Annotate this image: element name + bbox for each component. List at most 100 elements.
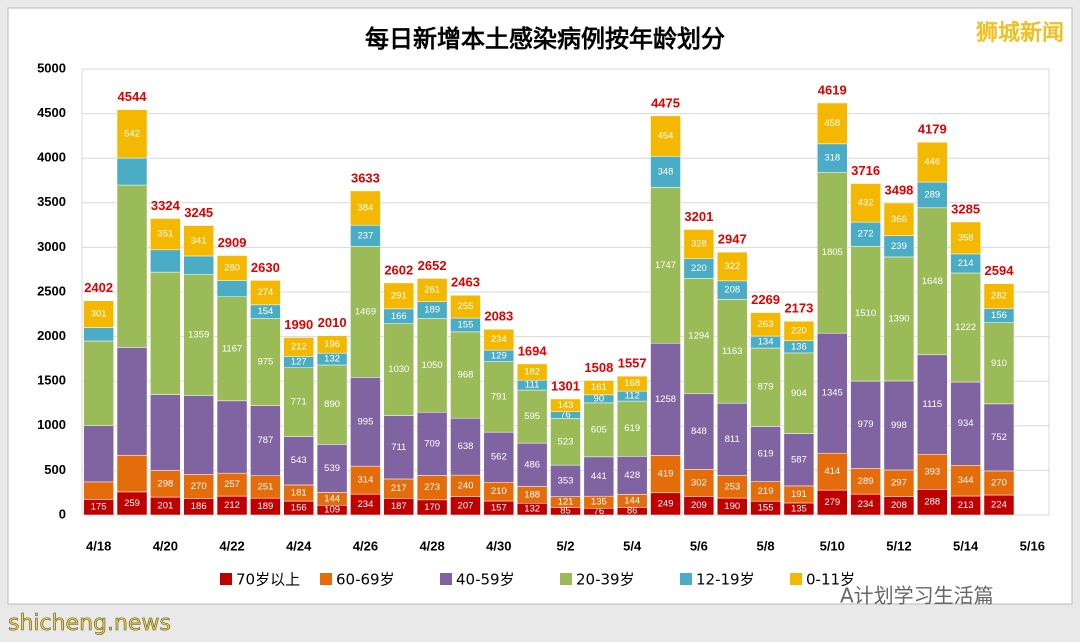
value-label: 595 — [524, 411, 540, 422]
bar-segment — [516, 363, 548, 381]
x-tick-label: 5/6 — [690, 538, 708, 553]
bar-segment — [483, 431, 515, 483]
y-tick-label: 3500 — [37, 194, 66, 209]
value-label: 132 — [524, 504, 540, 515]
value-label: 214 — [958, 258, 974, 269]
value-label: 259 — [124, 498, 140, 509]
value-label: 968 — [458, 370, 474, 381]
value-label: 168 — [624, 378, 640, 389]
x-tick-label: 4/24 — [286, 538, 312, 553]
bar-segment — [817, 489, 848, 516]
value-label: 539 — [324, 463, 340, 474]
bar-segment — [783, 320, 815, 342]
total-label: 3201 — [684, 209, 713, 224]
total-label: 2010 — [318, 315, 347, 330]
x-tick-label: 5/16 — [1020, 538, 1045, 553]
watermark: 狮城新闻 — [976, 20, 1064, 46]
bar-segment — [316, 335, 348, 354]
value-label: 263 — [758, 319, 774, 330]
value-label: 791 — [491, 391, 507, 402]
total-label: 1694 — [518, 343, 548, 358]
bar-segment — [183, 255, 214, 275]
value-label: 1163 — [722, 346, 742, 357]
bar-segment — [183, 395, 214, 475]
total-label: 1990 — [284, 317, 313, 332]
value-label: 220 — [691, 263, 707, 274]
bar-segment — [917, 454, 948, 490]
value-label: 144 — [624, 495, 640, 506]
bar-segment — [216, 296, 248, 402]
bar-segment — [683, 278, 715, 395]
value-label: 249 — [658, 498, 674, 509]
value-label: 1115 — [922, 399, 942, 410]
y-tick-label: 2500 — [37, 283, 66, 298]
bar-segment — [450, 331, 481, 419]
value-label: 1345 — [822, 388, 843, 399]
value-label: 904 — [791, 388, 807, 399]
value-label: 486 — [524, 459, 540, 470]
x-tick-label: 4/30 — [486, 538, 511, 553]
value-label: 208 — [724, 285, 740, 296]
value-label: 446 — [924, 157, 940, 168]
value-label: 542 — [124, 128, 140, 139]
value-label: 302 — [691, 477, 707, 488]
legend-label: 12-19岁 — [696, 571, 755, 589]
value-label: 134 — [758, 337, 774, 348]
value-label: 428 — [624, 470, 640, 481]
legend-swatch — [680, 573, 692, 585]
bar-segment — [683, 393, 715, 470]
value-label: 910 — [991, 358, 1007, 369]
value-label: 1167 — [222, 343, 242, 354]
bar-segment — [516, 442, 548, 487]
value-label: 208 — [891, 500, 907, 511]
x-tick-label: 5/12 — [886, 538, 911, 553]
bar-segment — [716, 299, 748, 404]
value-label: 353 — [558, 475, 574, 486]
total-label: 4475 — [651, 95, 680, 110]
bar-segment — [583, 380, 615, 396]
value-label: 209 — [691, 500, 707, 511]
bar-segment — [283, 367, 314, 437]
y-tick-label: 1500 — [37, 373, 66, 388]
bar-segment — [883, 380, 915, 471]
bar-segment — [216, 255, 248, 281]
bar-segment — [350, 465, 381, 495]
total-label: 3633 — [351, 170, 380, 185]
total-label: 2909 — [218, 235, 247, 250]
watermark: A计划学习生活篇 — [840, 584, 994, 608]
bar-segment — [316, 444, 348, 493]
bar-segment — [983, 403, 1015, 472]
value-label: 261 — [424, 285, 440, 296]
bar-segment — [83, 300, 114, 328]
bar-segment — [83, 327, 114, 342]
bar-segment — [183, 474, 214, 499]
bar-segment — [650, 342, 681, 456]
value-label: 111 — [525, 380, 539, 391]
value-label: 257 — [224, 479, 240, 490]
value-label: 121 — [558, 497, 574, 508]
value-label: 109 — [324, 505, 340, 516]
total-label: 3245 — [184, 205, 213, 220]
value-label: 212 — [291, 341, 307, 352]
legend-label: 60-69岁 — [336, 571, 395, 589]
value-label: 201 — [157, 501, 173, 512]
bar-segment — [850, 221, 881, 247]
x-tick-label: 4/28 — [419, 538, 444, 553]
value-label: 752 — [991, 432, 1007, 443]
value-label: 187 — [391, 501, 407, 512]
value-label: 1030 — [388, 364, 409, 375]
total-label: 3324 — [151, 198, 181, 213]
value-label: 234 — [858, 499, 874, 510]
value-label: 175 — [91, 502, 107, 513]
value-label: 301 — [91, 309, 107, 320]
bar-segment — [983, 283, 1015, 310]
value-label: 76 — [560, 410, 571, 421]
bar-segment — [250, 280, 281, 306]
value-label: 1648 — [922, 276, 943, 287]
value-label: 1258 — [655, 394, 676, 405]
bar-segment — [850, 246, 881, 382]
value-label: 186 — [191, 501, 207, 512]
value-label: 156 — [291, 503, 307, 514]
total-label: 2594 — [985, 263, 1015, 278]
total-label: 2463 — [451, 275, 480, 290]
